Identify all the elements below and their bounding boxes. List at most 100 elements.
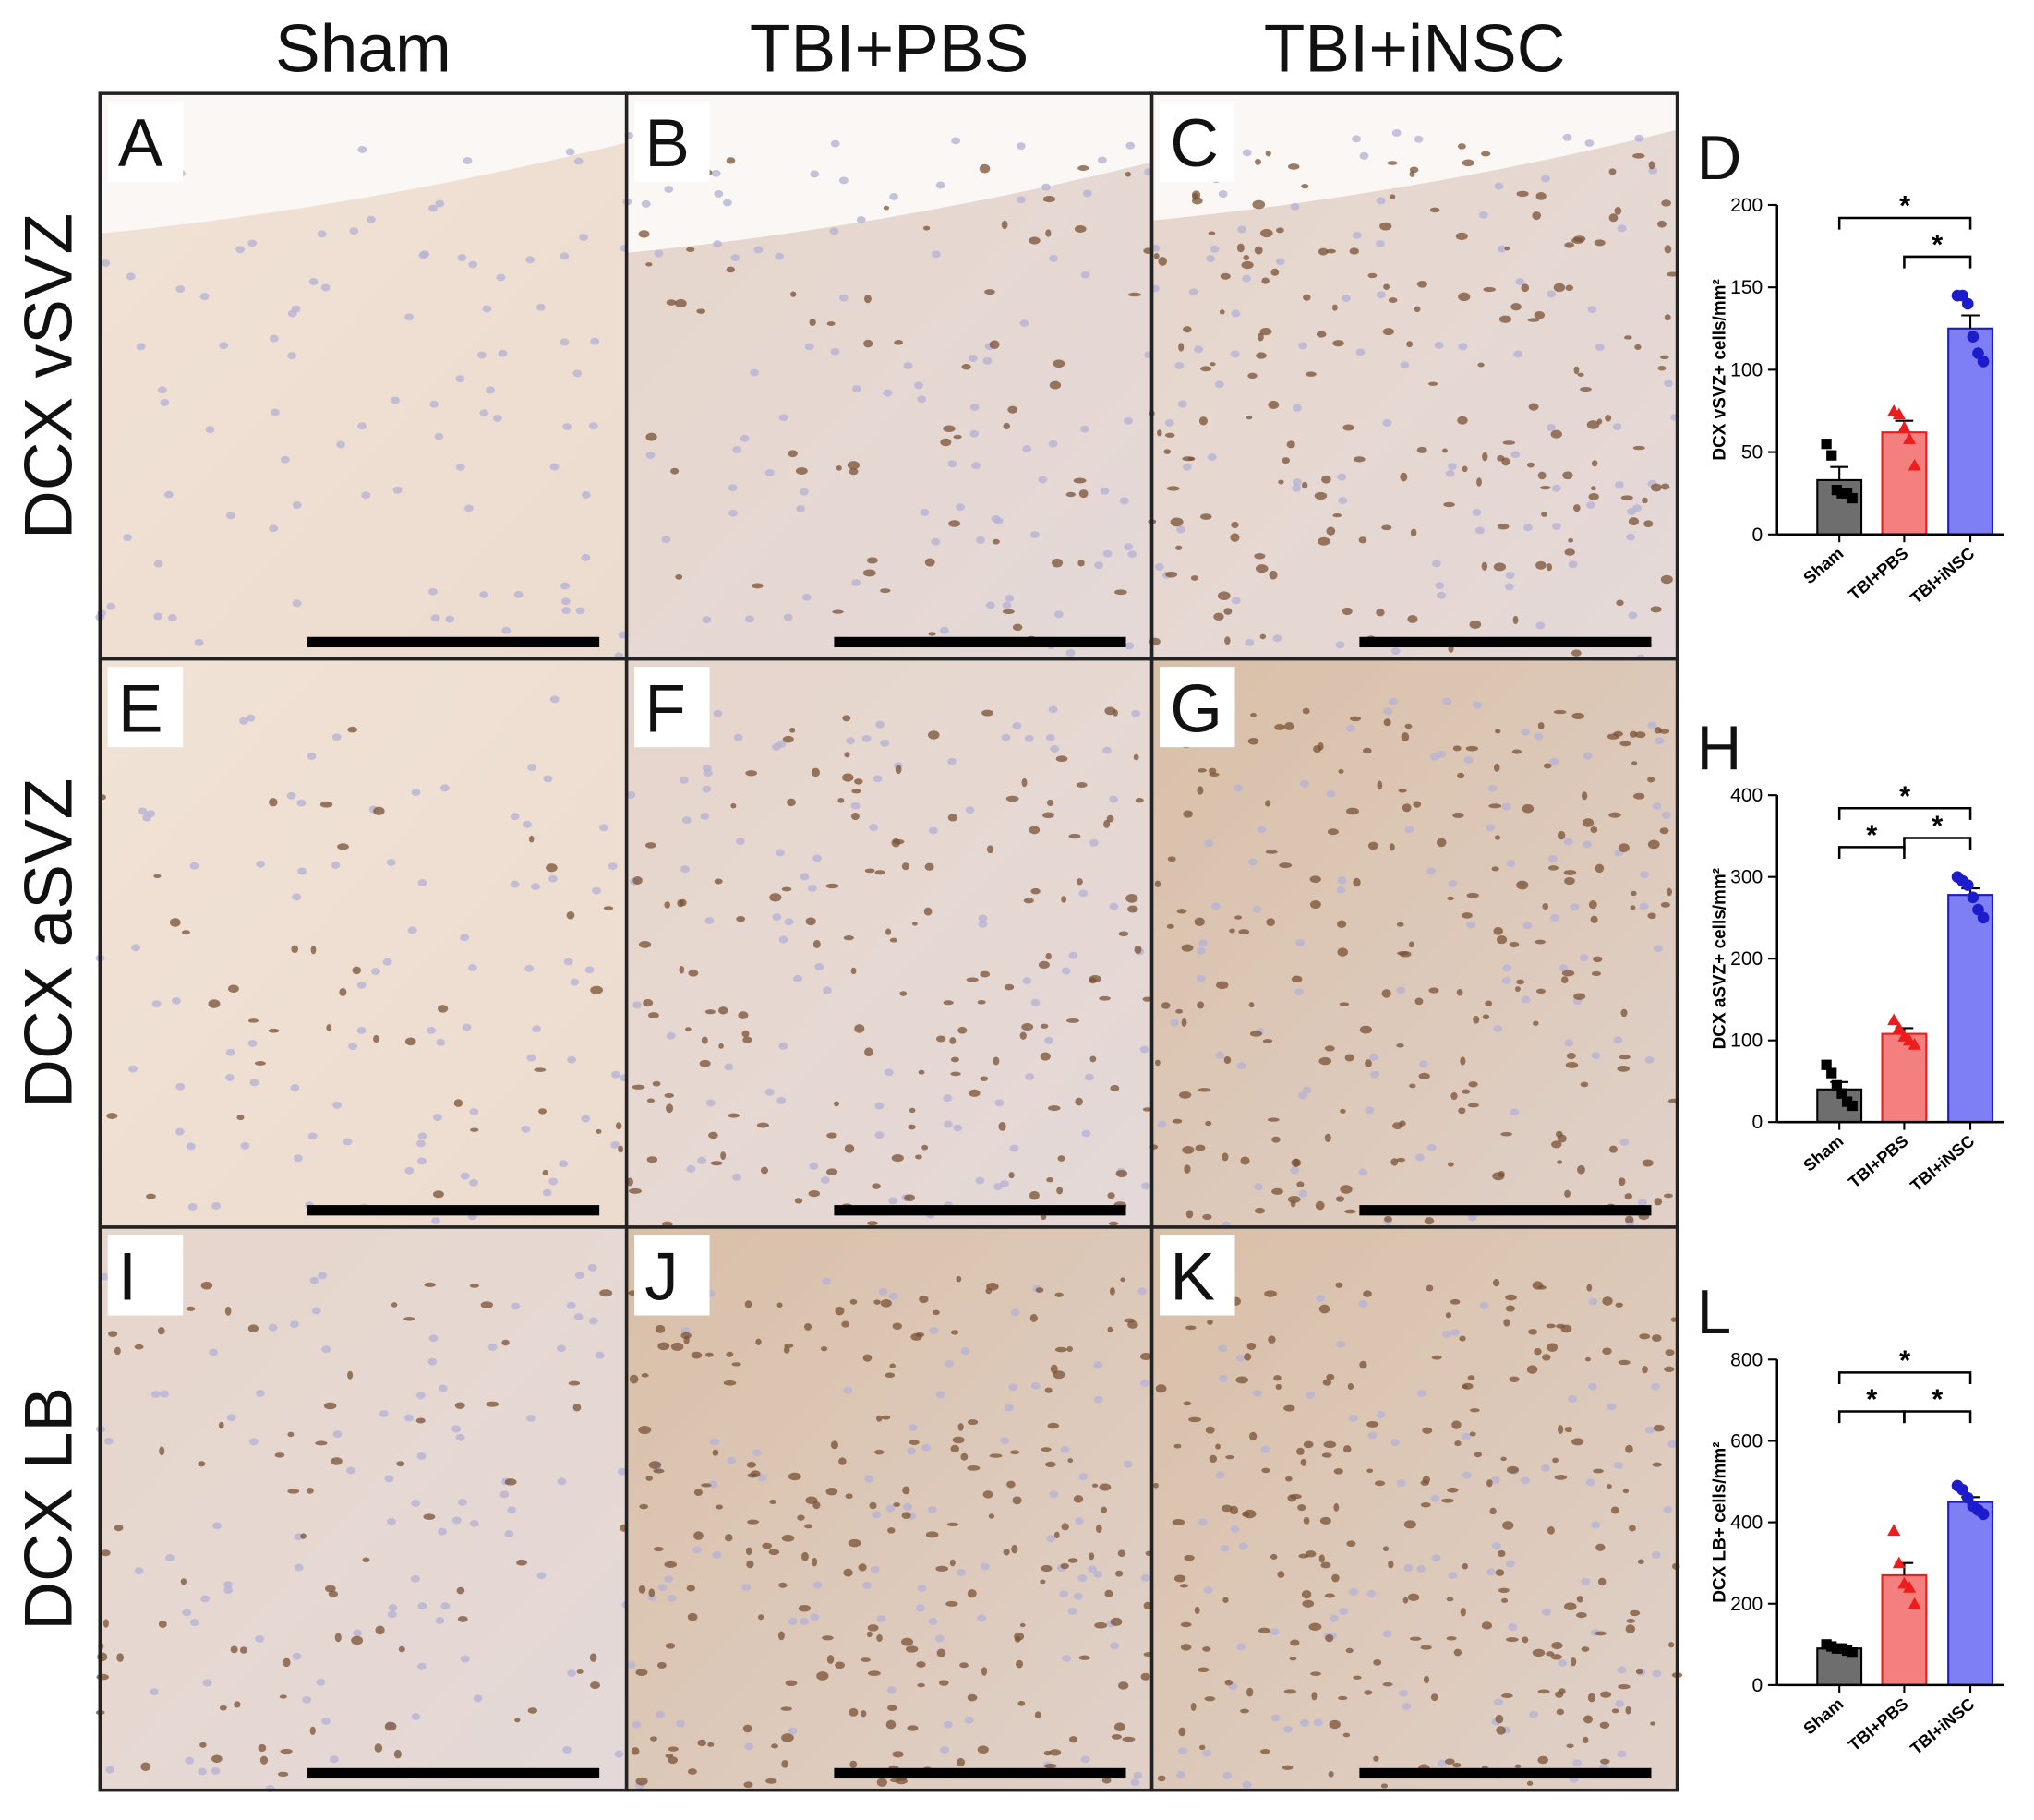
- nucleus: [1570, 903, 1580, 911]
- nucleus: [1563, 838, 1573, 846]
- stained-cell: [1016, 1659, 1024, 1669]
- stained-cell: [1658, 729, 1670, 734]
- nucleus: [1231, 597, 1241, 605]
- nucleus: [1652, 1669, 1662, 1678]
- stained-cell: [712, 1449, 719, 1456]
- nucleus: [1313, 1718, 1323, 1727]
- stained-cell: [936, 1648, 946, 1657]
- micrograph: K: [1149, 1225, 1683, 1792]
- nucleus: [1442, 1331, 1452, 1338]
- nucleus: [225, 1074, 235, 1081]
- stained-cell: [1078, 489, 1089, 499]
- nucleus: [1359, 151, 1369, 160]
- nucleus: [1093, 1570, 1102, 1578]
- stained-cell: [1318, 1057, 1332, 1066]
- stained-cell: [842, 715, 851, 722]
- stained-cell: [1180, 1644, 1192, 1651]
- stained-cell: [1183, 810, 1193, 818]
- nucleus: [290, 1320, 299, 1328]
- stained-cell: [649, 1736, 657, 1742]
- nucleus: [661, 536, 671, 544]
- stained-cell: [790, 291, 797, 297]
- stained-cell: [1650, 606, 1662, 613]
- stained-cell: [981, 1667, 988, 1676]
- stained-cell: [755, 1338, 762, 1345]
- y-tick-label: 400: [1730, 785, 1763, 806]
- nucleus: [711, 169, 721, 177]
- stained-cell: [1664, 1366, 1675, 1373]
- stained-cell: [453, 1099, 463, 1107]
- stained-cell: [843, 1568, 853, 1577]
- stained-cell: [1516, 190, 1529, 198]
- nucleus: [1382, 418, 1392, 427]
- stained-cell: [1390, 194, 1396, 199]
- nucleus: [1437, 751, 1447, 758]
- stained-cell: [106, 1113, 118, 1119]
- stained-cell: [687, 1768, 697, 1775]
- stained-cell: [1202, 1213, 1212, 1221]
- stained-cell: [1599, 1758, 1610, 1765]
- stained-cell: [351, 1635, 364, 1645]
- nucleus: [1292, 484, 1302, 492]
- nucleus: [1615, 1700, 1625, 1708]
- stained-cell: [628, 1187, 642, 1194]
- stained-cell: [752, 583, 764, 589]
- nucleus: [724, 1063, 734, 1071]
- nucleus: [1647, 721, 1657, 729]
- stained-cell: [1632, 152, 1645, 159]
- nucleus: [411, 1713, 421, 1720]
- nucleus: [151, 1000, 162, 1008]
- stained-cell: [396, 1461, 405, 1467]
- stained-cell: [1117, 1549, 1126, 1558]
- stained-cell: [895, 1778, 908, 1785]
- nucleus: [439, 784, 450, 792]
- stained-cell: [864, 295, 872, 304]
- chart-panel-letter: L: [1697, 1278, 1732, 1347]
- nucleus: [157, 386, 167, 394]
- significance-bracket: [1837, 1410, 1906, 1424]
- stained-cell: [1282, 457, 1291, 464]
- stained-cell: [1265, 850, 1278, 854]
- data-point: [1892, 1021, 1906, 1034]
- stained-cell: [1107, 1192, 1115, 1199]
- stained-cell: [1622, 1489, 1630, 1494]
- nucleus: [1178, 1747, 1187, 1755]
- nucleus: [392, 486, 403, 494]
- nucleus: [1053, 610, 1064, 619]
- nucleus: [1390, 647, 1401, 656]
- nucleus: [434, 432, 444, 440]
- stained-cell: [1038, 960, 1050, 970]
- stained-cell: [454, 1402, 465, 1409]
- nucleus: [1513, 350, 1523, 358]
- x-tick-label: TBI+PBS: [1845, 1131, 1912, 1192]
- stained-cell: [1664, 245, 1672, 254]
- nucleus: [598, 824, 608, 832]
- stained-cell: [1566, 1052, 1576, 1060]
- nucleus: [783, 613, 793, 621]
- nucleus: [1468, 1213, 1477, 1222]
- stained-cell: [1318, 1554, 1325, 1563]
- nucleus: [498, 349, 508, 357]
- nucleus: [1416, 1564, 1426, 1573]
- stained-cell: [1380, 1783, 1389, 1789]
- stained-cell: [1198, 1667, 1210, 1673]
- stained-cell: [516, 1559, 527, 1566]
- x-tick-label: Sham: [1799, 543, 1847, 587]
- stained-cell: [1209, 772, 1220, 777]
- stained-cell: [948, 520, 961, 527]
- stained-cell: [1367, 841, 1378, 850]
- stained-cell: [1017, 1700, 1026, 1706]
- stained-cell: [1526, 1365, 1538, 1374]
- nucleus: [1182, 463, 1192, 471]
- row-label: DCX LB: [11, 1387, 86, 1631]
- nucleus: [440, 1602, 451, 1610]
- panel-letter-bg: [634, 1235, 710, 1316]
- stained-cell: [331, 1457, 343, 1465]
- nucleus: [1049, 1490, 1059, 1499]
- data-point: [1967, 331, 1980, 344]
- nucleus: [588, 1317, 598, 1325]
- nucleus: [1214, 380, 1224, 389]
- stained-cell: [1270, 1553, 1278, 1561]
- stained-cell: [696, 308, 706, 314]
- nucleus: [812, 1581, 823, 1589]
